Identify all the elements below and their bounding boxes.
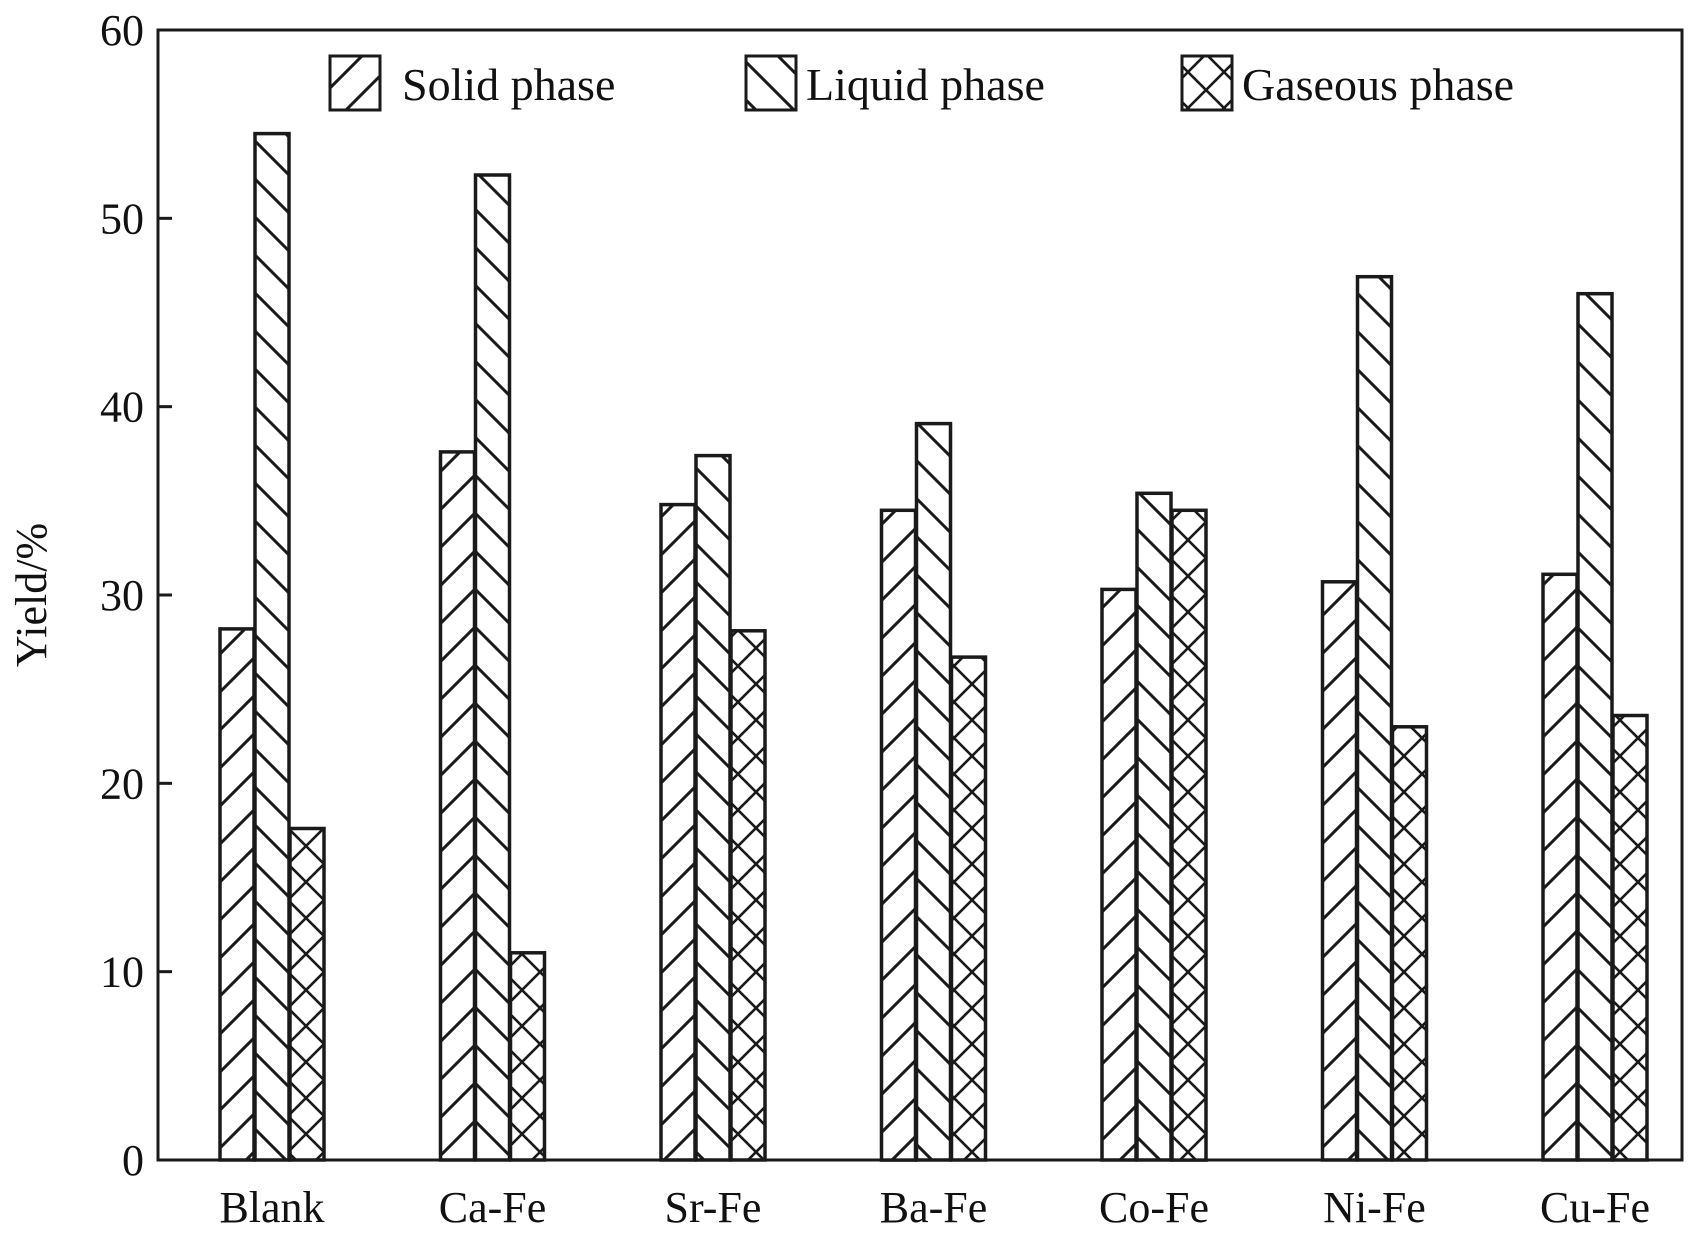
bar-cu-fe-solid-phase	[1541, 572, 1579, 1162]
bar-ca-fe-solid-phase	[438, 450, 477, 1162]
bar-ba-fe-gaseous-phase	[949, 655, 988, 1162]
bar-co-fe-liquid-phase	[1135, 491, 1173, 1162]
bar-co-fe-gaseous-phase	[1170, 508, 1208, 1162]
bar-cu-fe-liquid-phase	[1576, 291, 1614, 1162]
x-tick-label-cu-fe: Cu-Fe	[1540, 1183, 1650, 1232]
bar-co-fe-solid-phase	[1100, 587, 1138, 1162]
y-tick-label-10: 10	[100, 948, 144, 997]
legend-label-gaseous-phase: Gaseous phase	[1242, 59, 1514, 110]
legend-label-liquid-phase: Liquid phase	[806, 59, 1045, 110]
legend-label-solid-phase: Solid phase	[402, 59, 615, 110]
bar-ba-fe-solid-phase	[879, 508, 918, 1162]
bar-ni-fe-gaseous-phase	[1390, 725, 1429, 1162]
y-tick-label-40: 40	[100, 383, 144, 432]
y-tick-label-20: 20	[100, 759, 144, 808]
bar-sr-fe-gaseous-phase	[729, 629, 767, 1162]
y-tick-label-0: 0	[122, 1136, 144, 1185]
bar-ca-fe-liquid-phase	[473, 173, 512, 1162]
x-tick-label-ca-fe: Ca-Fe	[439, 1183, 547, 1232]
bar-blank-gaseous-phase	[288, 826, 326, 1162]
bar-ni-fe-liquid-phase	[1355, 274, 1394, 1162]
bar-ca-fe-gaseous-phase	[508, 951, 547, 1162]
y-axis: 0 10 20 30 40 50 60	[100, 6, 172, 1185]
x-tick-label-blank: Blank	[219, 1183, 324, 1232]
legend-swatch-gaseous-phase	[1180, 54, 1234, 112]
y-axis-label: Yield/%	[7, 523, 56, 667]
y-tick-label-50: 50	[100, 194, 144, 243]
legend-swatch-liquid-phase	[744, 54, 798, 112]
bar-sr-fe-solid-phase	[659, 502, 697, 1162]
x-tick-label-co-fe: Co-Fe	[1099, 1183, 1209, 1232]
bar-ba-fe-liquid-phase	[914, 421, 953, 1162]
legend-swatch-solid-phase	[328, 54, 382, 112]
x-tick-label-ba-fe: Ba-Fe	[880, 1183, 988, 1232]
x-axis: Blank Ca-Fe Sr-Fe Ba-Fe Co-Fe Ni-Fe Cu-Fe	[219, 1183, 1650, 1232]
y-tick-label-60: 60	[100, 6, 144, 55]
bar-blank-solid-phase	[218, 627, 256, 1162]
bar-ni-fe-solid-phase	[1320, 580, 1359, 1162]
x-tick-label-ni-fe: Ni-Fe	[1323, 1183, 1426, 1232]
bars-layer	[218, 131, 1649, 1162]
bar-sr-fe-liquid-phase	[694, 453, 732, 1162]
bar-blank-liquid-phase	[253, 131, 291, 1162]
legend: Solid phase Liquid phase Gaseous phase	[328, 54, 1514, 112]
x-tick-label-sr-fe: Sr-Fe	[665, 1183, 762, 1232]
bar-cu-fe-gaseous-phase	[1611, 713, 1649, 1162]
y-tick-label-30: 30	[100, 571, 144, 620]
